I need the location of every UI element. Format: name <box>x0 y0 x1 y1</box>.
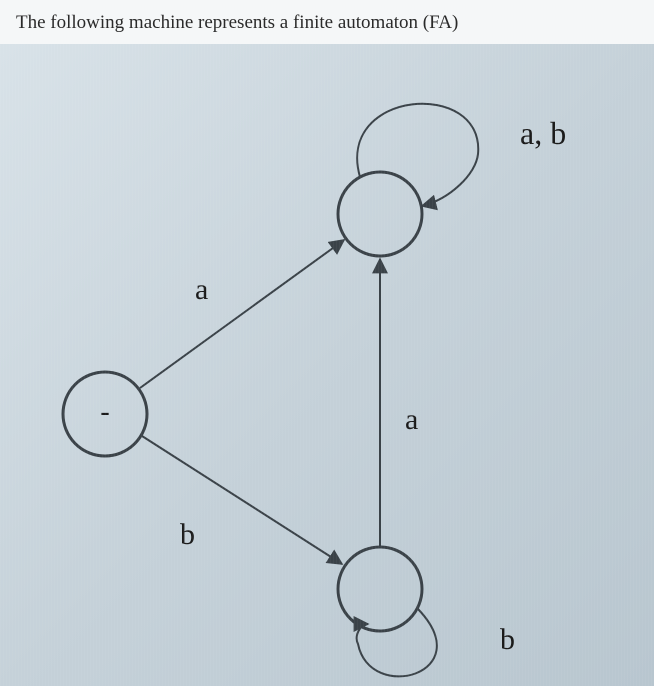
edge-start-top <box>140 240 344 388</box>
edge-label-a-2: a <box>405 403 418 436</box>
node-top <box>338 172 422 256</box>
question-header: The following machine represents a finit… <box>0 0 654 47</box>
edge-label-a-1: a <box>195 273 208 306</box>
node-bottom <box>338 547 422 631</box>
edge-label-b-1: b <box>180 518 195 551</box>
edge-label-b-2: b <box>500 623 515 656</box>
node-start-label: - <box>100 396 109 427</box>
edge-top-selfloop <box>357 104 478 206</box>
edge-label-ab: a, b <box>520 115 566 151</box>
edge-start-bottom <box>142 436 342 564</box>
automaton-diagram: a b a a, b b - <box>0 44 654 686</box>
header-text: The following machine represents a finit… <box>16 12 458 33</box>
edge-bottom-selfloop <box>357 609 437 676</box>
